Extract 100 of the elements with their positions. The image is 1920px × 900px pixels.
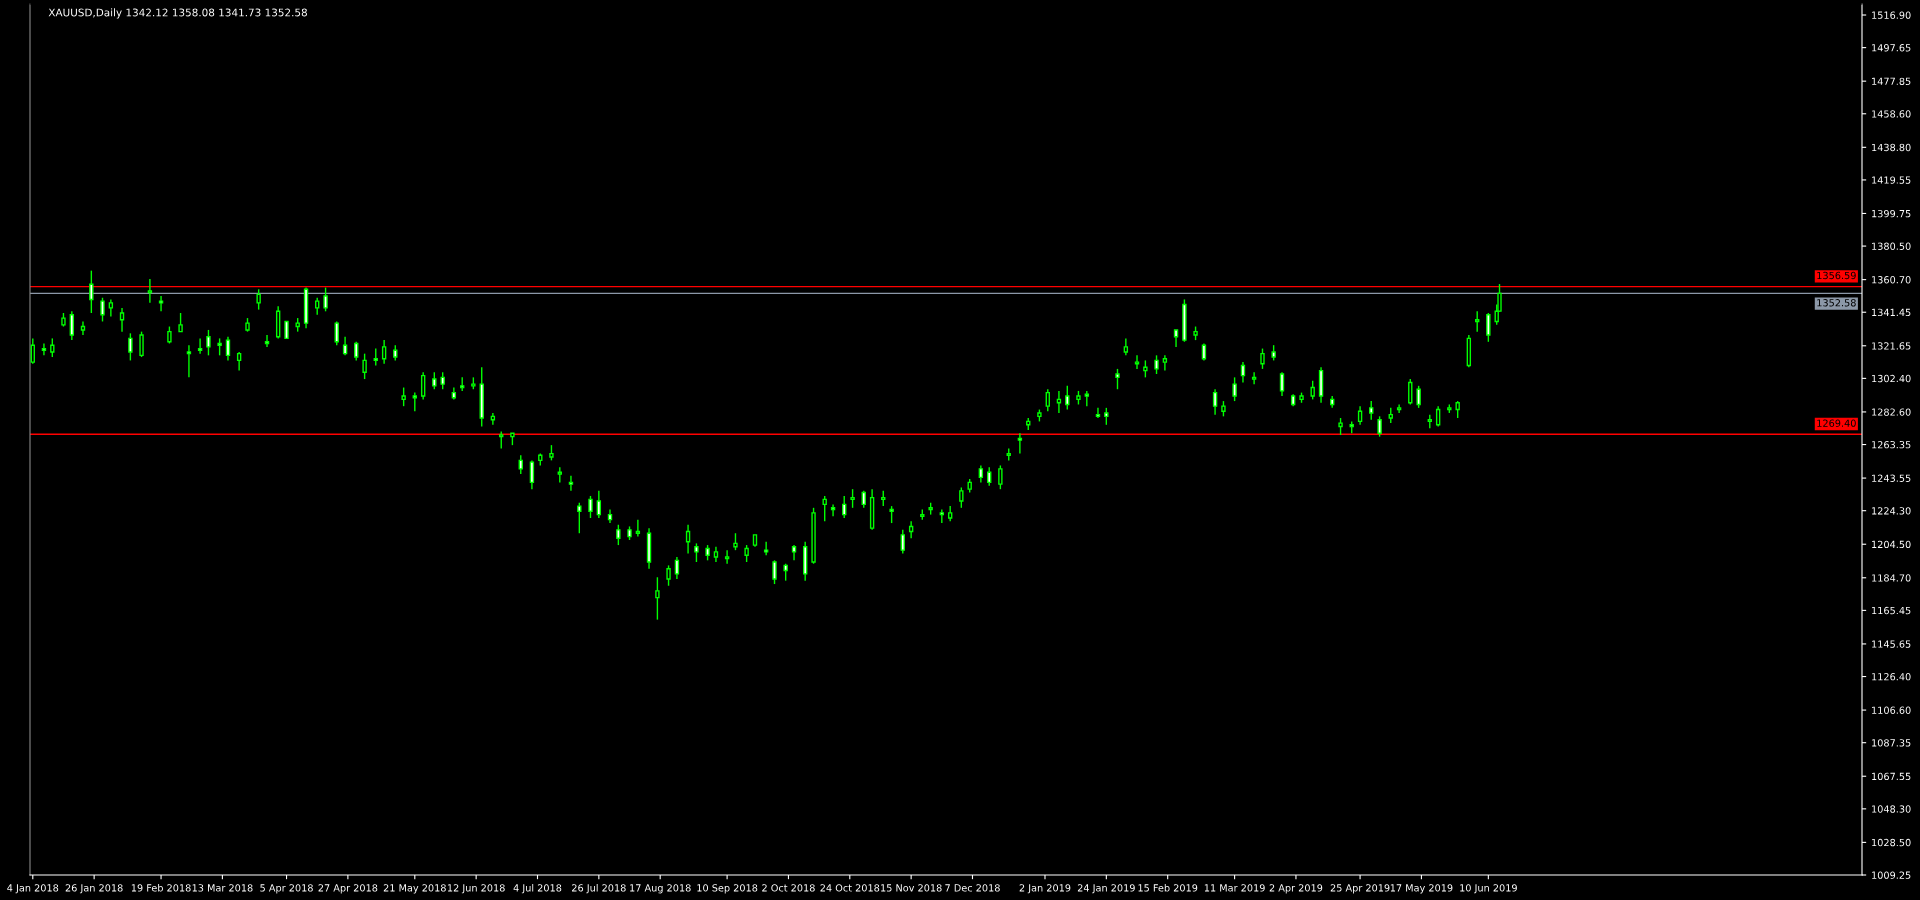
candlestick bbox=[236, 351, 242, 372]
candlestick bbox=[1369, 400, 1374, 421]
x-tick-label: 19 Feb 2018 bbox=[131, 884, 191, 892]
candlestick bbox=[694, 542, 699, 563]
candlestick bbox=[529, 459, 535, 490]
x-tick-label: 24 Jan 2019 bbox=[1077, 884, 1135, 894]
chart-title: XAUUSD,Daily 1342.12 1358.08 1341.73 1352.58 bbox=[48, 8, 307, 19]
candlestick bbox=[80, 320, 86, 336]
candlestick bbox=[1095, 407, 1101, 419]
candlestick bbox=[588, 495, 593, 519]
y-tick-label: 1126.40 bbox=[1872, 673, 1911, 681]
x-tick-label: 10 Sep 2018 bbox=[697, 884, 758, 894]
x-tick-label: 2 Oct 2018 bbox=[762, 884, 815, 892]
x-tick-label: 4 Jul 2018 bbox=[513, 884, 562, 894]
candlestick bbox=[772, 559, 777, 585]
candlestick bbox=[1154, 354, 1159, 375]
candlestick bbox=[1045, 388, 1050, 412]
candlestick bbox=[342, 336, 348, 357]
y-tick-label: 1224.30 bbox=[1872, 507, 1911, 515]
candlestick bbox=[158, 295, 164, 312]
candlestick bbox=[401, 386, 406, 407]
candlestick bbox=[666, 564, 671, 587]
y-tick-label: 1263.35 bbox=[1872, 441, 1911, 449]
candlestick bbox=[264, 334, 270, 348]
candlestick bbox=[987, 466, 992, 487]
candlestick bbox=[128, 332, 133, 362]
y-tick-label: 1145.65 bbox=[1872, 640, 1911, 648]
candlestick bbox=[830, 503, 836, 517]
candlestick bbox=[139, 330, 144, 358]
y-tick-label: 1243.55 bbox=[1872, 474, 1911, 482]
y-tick-label: 1438.80 bbox=[1872, 143, 1911, 152]
y-tick-label: 1087.35 bbox=[1872, 739, 1911, 747]
x-tick-label: 17 Aug 2018 bbox=[630, 884, 691, 894]
x-tick-label: 26 Jan 2018 bbox=[65, 884, 123, 894]
candlestick bbox=[1065, 385, 1070, 411]
y-tick-label: 1106.60 bbox=[1872, 706, 1911, 714]
candlestick bbox=[596, 490, 602, 519]
y-tick-label: 1048.30 bbox=[1872, 805, 1911, 813]
candlestick bbox=[998, 464, 1003, 490]
y-tick-label: 1458.60 bbox=[1872, 110, 1911, 118]
candlestick bbox=[685, 524, 691, 555]
x-tick-label: 15 Nov 2018 bbox=[881, 884, 942, 892]
y-tick-label: 1477.85 bbox=[1872, 77, 1911, 85]
candlestick bbox=[1232, 376, 1237, 402]
candlestick bbox=[323, 286, 328, 312]
ref-line-label: 1356.59 bbox=[1817, 271, 1856, 280]
candlestick bbox=[577, 502, 582, 534]
y-tick-label: 1028.50 bbox=[1872, 838, 1911, 847]
candlestick bbox=[850, 488, 855, 509]
candlestick bbox=[1084, 390, 1090, 407]
candlestick bbox=[1251, 371, 1257, 385]
candlestick bbox=[1435, 405, 1441, 428]
candlestick bbox=[354, 341, 359, 362]
y-tick-label: 1204.50 bbox=[1872, 540, 1911, 549]
x-tick-label: 13 Mar 2018 bbox=[192, 884, 253, 892]
candlestick bbox=[518, 454, 523, 475]
candlestick bbox=[1475, 310, 1480, 333]
candlestick bbox=[100, 297, 105, 323]
candlestick bbox=[1377, 415, 1382, 438]
candlestick bbox=[197, 337, 203, 355]
candlestick bbox=[1408, 378, 1413, 406]
y-tick-label: 1419.55 bbox=[1872, 176, 1911, 184]
x-tick-label: 24 Oct 2018 bbox=[820, 884, 880, 892]
candlestick bbox=[674, 556, 680, 580]
candlestick bbox=[206, 329, 211, 357]
y-tick-label: 1360.70 bbox=[1872, 276, 1911, 284]
x-tick-label: 17 May 2019 bbox=[1390, 884, 1453, 894]
x-tick-label: 2 Jan 2019 bbox=[1019, 884, 1071, 894]
x-tick-label: 21 May 2018 bbox=[383, 884, 446, 894]
y-tick-label: 1165.45 bbox=[1872, 606, 1911, 615]
y-tick-label: 1341.45 bbox=[1872, 308, 1911, 317]
candlestick bbox=[1416, 385, 1421, 409]
candlestick bbox=[1486, 312, 1491, 343]
candlestick bbox=[959, 486, 964, 509]
candlestick bbox=[1212, 388, 1218, 416]
ref-line-label: 1269.40 bbox=[1817, 419, 1856, 427]
x-tick-label: 12 Jun 2018 bbox=[447, 884, 505, 894]
candlestick bbox=[842, 495, 847, 519]
x-tick-label: 11 Mar 2019 bbox=[1204, 884, 1265, 892]
candlestick bbox=[1279, 371, 1285, 397]
candlestick bbox=[908, 520, 914, 540]
candlestick bbox=[256, 288, 261, 311]
candlestick bbox=[89, 269, 94, 314]
candlestick bbox=[1310, 380, 1315, 401]
candlestick bbox=[41, 342, 47, 357]
candlestick bbox=[655, 576, 660, 621]
candlestick bbox=[1357, 405, 1363, 426]
y-tick-label: 1184.70 bbox=[1872, 574, 1911, 582]
candlestick bbox=[1017, 432, 1023, 455]
candlestick bbox=[616, 524, 621, 546]
candlestick bbox=[635, 518, 641, 538]
x-tick-label: 26 Jul 2018 bbox=[572, 884, 626, 894]
candlestick bbox=[334, 320, 339, 346]
candlestick bbox=[225, 336, 231, 362]
candlestick bbox=[30, 337, 35, 365]
y-tick-label: 1009.25 bbox=[1872, 871, 1911, 879]
candlestick bbox=[420, 371, 426, 401]
x-tick-label: 25 Apr 2019 bbox=[1330, 884, 1390, 894]
x-tick-label: 5 Apr 2018 bbox=[260, 884, 313, 894]
candlestick bbox=[568, 474, 574, 492]
